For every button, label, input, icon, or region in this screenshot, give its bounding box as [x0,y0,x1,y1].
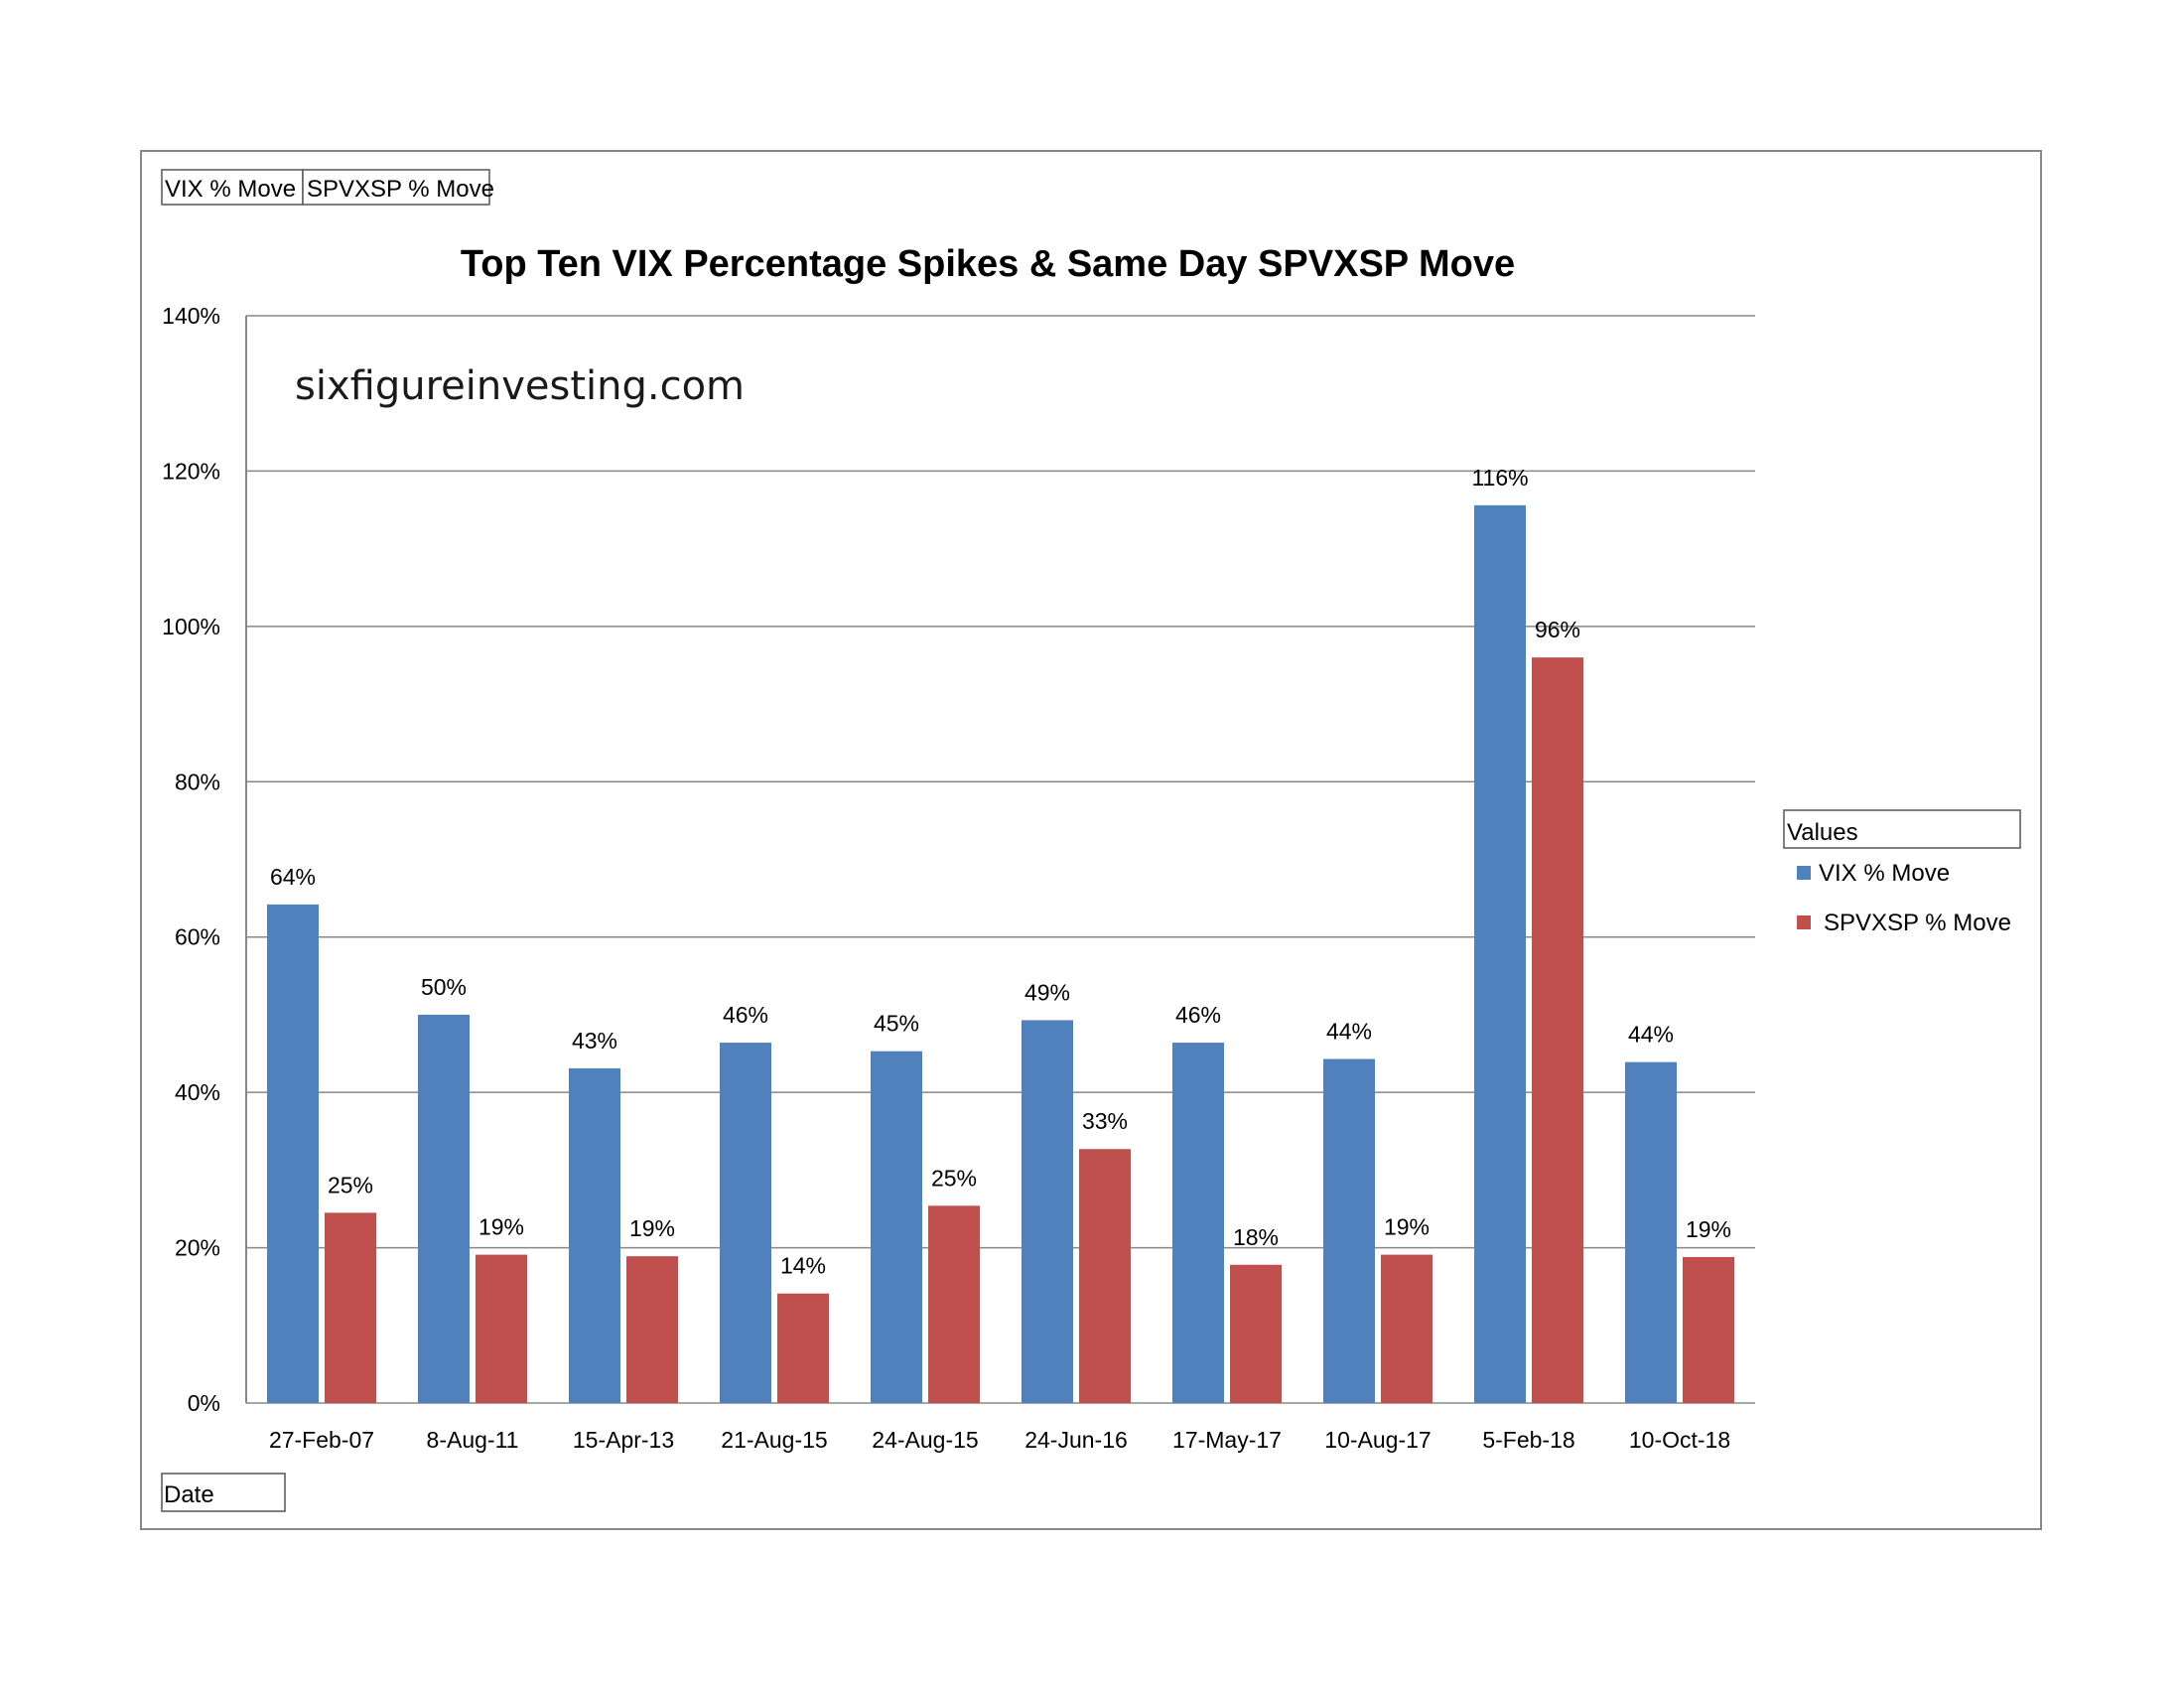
axis-field-button-date[interactable]: Date [161,1473,286,1512]
bar-vix [1022,1020,1073,1403]
data-label-spvxsp: 25% [931,1165,977,1191]
legend-swatch-vix [1797,866,1811,880]
data-label-spvxsp: 19% [629,1215,675,1241]
y-tick-label: 80% [175,769,220,794]
bar-spvxsp [476,1254,527,1403]
bar-spvxsp [1079,1149,1131,1403]
bar-vix [569,1067,620,1403]
y-tick-label: 120% [162,458,220,484]
data-label-vix: 44% [1326,1019,1372,1045]
bar-spvxsp [928,1205,980,1403]
bar-spvxsp [1381,1254,1433,1403]
bar-vix [871,1051,922,1403]
data-label-spvxsp: 19% [478,1214,524,1240]
y-tick-label: 100% [162,614,220,639]
filter-field-label-vix: VIX % Move [165,176,296,203]
data-label-spvxsp: 14% [780,1253,826,1279]
axis-field-label-date: Date [164,1481,214,1508]
x-tick-label: 21-Aug-15 [721,1427,827,1453]
x-tick-label: 17-May-17 [1172,1427,1282,1453]
bar-spvxsp [1230,1264,1282,1403]
data-label-spvxsp: 19% [1686,1216,1731,1242]
bar-spvxsp [777,1293,829,1403]
bar-spvxsp [1532,657,1583,1403]
legend-label-spvxsp: SPVXSP % Move [1824,910,2011,936]
y-tick-label: 20% [175,1235,220,1261]
data-label-spvxsp: 25% [328,1172,373,1197]
filter-field-label-spvxsp: SPVXSP % Move [307,176,494,203]
data-label-vix: 116% [1471,465,1528,491]
data-label-vix: 45% [874,1011,919,1037]
x-tick-label: 8-Aug-11 [427,1427,519,1453]
watermark-text: sixfigureinvesting.com [295,363,745,409]
x-tick-label: 10-Aug-17 [1324,1427,1431,1453]
y-tick-label: 140% [162,303,220,329]
x-tick-label: 10-Oct-18 [1629,1427,1730,1453]
legend-label-vix: VIX % Move [1819,860,1950,887]
y-tick-label: 0% [188,1390,220,1416]
x-tick-label: 24-Aug-15 [872,1427,978,1453]
legend-title-box[interactable] [1783,809,2021,849]
legend-swatch-spvxsp [1797,915,1811,929]
bars [267,504,1734,1403]
bar-vix [418,1014,470,1403]
filter-field-button-vix[interactable]: VIX % Move [161,169,304,206]
bar-spvxsp [1683,1256,1734,1403]
x-tick-label: 5-Feb-18 [1482,1427,1574,1453]
data-label-vix: 46% [1175,1002,1221,1028]
data-label-vix: 43% [572,1028,617,1054]
data-label-spvxsp: 19% [1384,1214,1430,1240]
x-tick-label: 27-Feb-07 [269,1427,374,1453]
data-label-spvxsp: 18% [1233,1224,1279,1250]
bar-vix [1172,1043,1224,1403]
data-label-spvxsp: 96% [1535,617,1580,642]
data-label-vix: 44% [1628,1022,1674,1048]
chart-title: Top Ten VIX Percentage Spikes & Same Day… [461,243,1515,285]
data-label-vix: 49% [1024,979,1070,1005]
bar-vix [1323,1058,1375,1403]
bar-spvxsp [626,1256,678,1403]
x-tick-label: 24-Jun-16 [1024,1427,1128,1453]
x-tick-label: 15-Apr-13 [573,1427,674,1453]
data-label-vix: 50% [421,974,467,1000]
legend-title: Values [1787,819,1858,846]
data-labels: 64% 25% 50% 19% 43% 19% 46% 14% 45% 25% 49% 33% 46% 1… [270,465,1731,1279]
bar-vix [1474,504,1526,1403]
legend: Values VIX % Move SPVXSP % Move [1783,809,2021,936]
y-axis-ticks: 0% 20% 40% 60% 80% 100% 120% 140% [162,303,220,1416]
data-label-spvxsp: 33% [1082,1108,1128,1134]
filter-field-button-spvxsp[interactable]: SPVXSP % Move [302,169,494,206]
x-axis-ticks: 27-Feb-07 8-Aug-11 15-Apr-13 21-Aug-15 24-Au… [269,1427,1730,1453]
data-label-vix: 64% [270,864,316,890]
y-tick-label: 40% [175,1079,220,1105]
y-tick-label: 60% [175,924,220,950]
data-label-vix: 46% [723,1002,768,1028]
bar-vix [720,1043,771,1403]
bar-vix [267,904,319,1403]
bar-vix [1625,1061,1677,1403]
bar-spvxsp [325,1212,376,1403]
